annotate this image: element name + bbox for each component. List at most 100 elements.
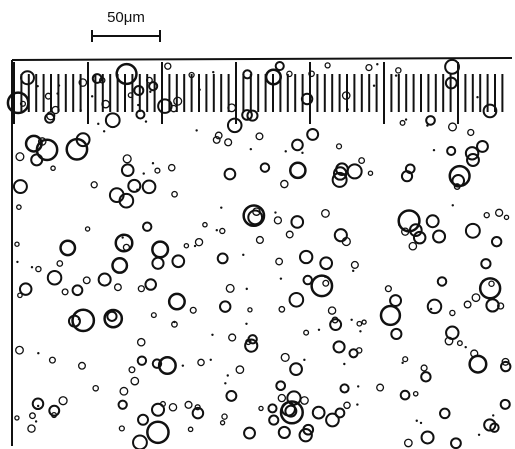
particle — [221, 413, 228, 420]
particle — [15, 345, 24, 355]
particle — [17, 292, 23, 299]
particle — [390, 327, 403, 341]
particle — [104, 112, 121, 129]
particle — [335, 143, 343, 150]
particle — [333, 228, 348, 243]
dot — [359, 330, 362, 333]
particle — [402, 356, 409, 363]
particle — [290, 215, 305, 229]
particle — [453, 183, 461, 190]
particle — [50, 165, 56, 172]
particle — [395, 67, 402, 74]
particle — [420, 371, 432, 383]
particle — [225, 283, 235, 293]
particle — [243, 426, 256, 440]
dot — [415, 419, 418, 422]
particle — [277, 425, 291, 439]
particle — [35, 265, 42, 273]
particle — [136, 355, 148, 366]
particle — [280, 352, 290, 362]
particle — [122, 154, 132, 164]
particle — [58, 396, 68, 406]
particle — [327, 306, 337, 315]
particle — [426, 298, 443, 315]
dot — [356, 403, 359, 406]
particle — [483, 418, 497, 432]
dot — [401, 361, 404, 365]
particle — [242, 69, 253, 80]
dot — [477, 433, 481, 436]
particle — [218, 300, 232, 313]
particle — [61, 288, 69, 296]
particle — [78, 361, 86, 370]
particle — [191, 406, 205, 420]
particle — [144, 278, 157, 291]
particle — [168, 402, 178, 412]
particle — [275, 380, 287, 392]
particle — [46, 111, 56, 121]
dot — [226, 374, 229, 377]
particle — [247, 334, 258, 345]
particle — [219, 227, 226, 235]
particle — [285, 230, 294, 239]
particle — [18, 282, 33, 296]
particle — [446, 145, 457, 157]
particle — [117, 399, 128, 410]
particle — [439, 407, 451, 420]
particle — [114, 233, 134, 253]
particle — [164, 62, 172, 70]
particle — [291, 138, 304, 152]
dot — [212, 70, 215, 74]
particle — [151, 358, 163, 369]
dot — [56, 92, 59, 95]
particle — [31, 397, 45, 411]
particle — [150, 402, 166, 417]
particle — [244, 338, 259, 353]
dot — [79, 109, 82, 112]
particle — [456, 340, 463, 347]
particle — [267, 403, 278, 414]
particle — [274, 61, 285, 72]
particle — [478, 277, 502, 300]
dot — [245, 322, 248, 325]
particle — [376, 383, 385, 392]
dot — [57, 84, 61, 87]
particle — [24, 134, 43, 153]
particle — [154, 167, 161, 174]
particle — [188, 71, 195, 79]
particle — [310, 274, 334, 298]
dot — [30, 265, 34, 269]
particle — [289, 161, 307, 180]
particle — [132, 434, 148, 449]
particle — [127, 92, 134, 99]
particle — [339, 383, 350, 394]
particle — [425, 214, 440, 229]
particle — [225, 389, 238, 402]
dot — [419, 421, 423, 425]
particle — [412, 390, 419, 397]
dot — [173, 320, 176, 324]
particle — [420, 430, 435, 445]
particle — [92, 384, 99, 392]
particle — [75, 132, 91, 148]
dot — [144, 120, 148, 123]
particle — [19, 70, 35, 86]
dot — [274, 211, 277, 214]
dot — [249, 147, 253, 151]
particle — [284, 404, 298, 418]
dot — [121, 236, 124, 239]
particle — [425, 115, 436, 126]
particle — [141, 179, 157, 195]
particle — [355, 347, 363, 354]
particle — [84, 226, 91, 232]
particle — [335, 162, 349, 176]
particle — [214, 131, 223, 140]
particle — [449, 309, 456, 317]
particle — [279, 400, 304, 425]
particle — [499, 398, 511, 410]
particle — [194, 404, 201, 411]
particle — [71, 284, 84, 297]
dot — [224, 382, 227, 385]
particle — [14, 241, 20, 247]
